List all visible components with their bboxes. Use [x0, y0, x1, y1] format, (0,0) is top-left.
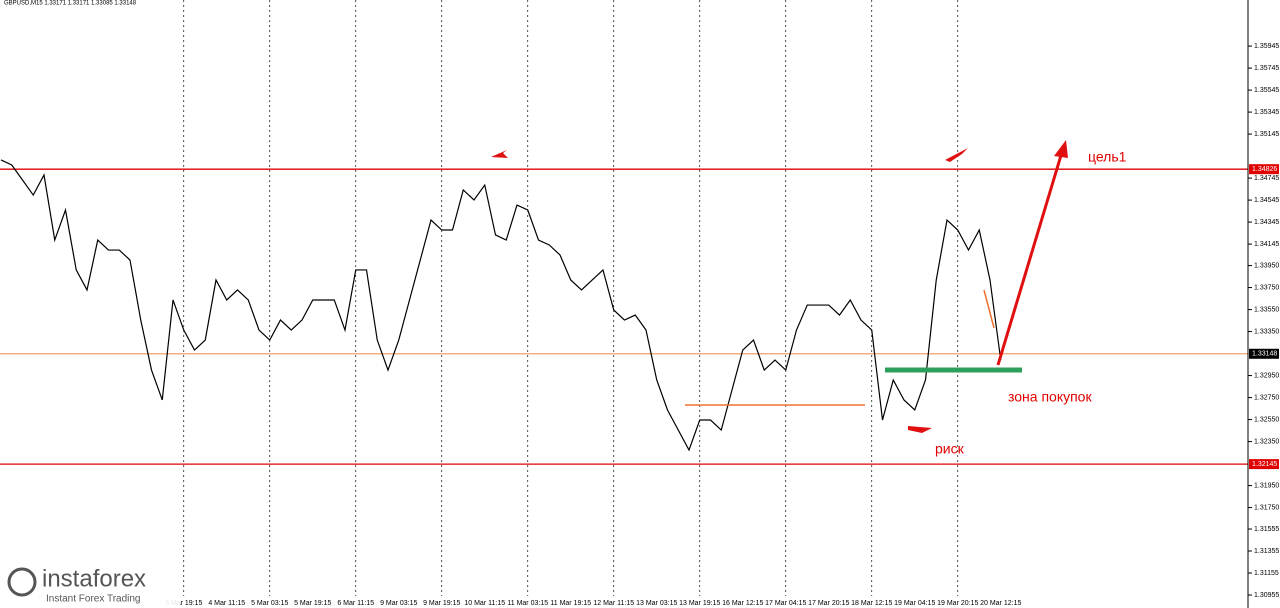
y-tick-label: 1.35545 [1254, 87, 1279, 94]
x-tick-label: 10 Mar 11:15 [464, 600, 505, 607]
chart-title: GBPUSD,M15 1.33171 1.33171 1.33085 1.331… [4, 1, 137, 7]
y-tick-label: 1.32350 [1254, 438, 1279, 445]
y-tick-label: 1.33950 [1254, 262, 1279, 269]
x-tick-label: 3 Mar 19:15 [165, 600, 202, 607]
x-tick-label: 5 Mar 03:15 [251, 600, 288, 607]
y-tick-label: 1.35745 [1254, 65, 1279, 72]
watermark-sub: Instant Forex Trading [46, 594, 141, 605]
x-tick-label: 18 Mar 12:15 [851, 600, 892, 607]
x-tick-label: 13 Mar 19:15 [679, 600, 720, 607]
x-tick-label: 20 Mar 12:15 [980, 600, 1021, 607]
y-tick-label: 1.33350 [1254, 328, 1279, 335]
y-tick-label: 1.35945 [1254, 43, 1279, 50]
x-tick-label: 17 Mar 04:15 [765, 600, 806, 607]
y-tick-label: 1.31155 [1254, 570, 1279, 577]
plot [0, 159, 1248, 465]
x-tick-label: 6 Mar 11:15 [337, 600, 374, 607]
price-label: 1.33148 [1252, 351, 1277, 358]
y-tick-label: 1.31750 [1254, 504, 1279, 511]
x-tick-label: 9 Mar 03:15 [380, 600, 417, 607]
marker-arrow [491, 150, 508, 158]
y-axis: 1.35945 1.35745 1.35545 1.35345 1.35145 1.347… [165, 0, 1279, 608]
price-label: 1.34826 [1252, 166, 1277, 173]
y-tick-label: 1.34345 [1254, 219, 1279, 226]
grid [183, 0, 959, 596]
y-tick-label: 1.32750 [1254, 394, 1279, 401]
x-tick-label: 12 Mar 11:15 [593, 600, 634, 607]
x-tick-label: 13 Mar 03:15 [636, 600, 677, 607]
price-label-bg [1249, 459, 1279, 470]
x-tick-label: 11 Mar 19:15 [550, 600, 591, 607]
price-label-bg [1249, 164, 1279, 175]
y-tick-label: 1.35145 [1254, 131, 1279, 138]
y-tick-label: 1.34545 [1254, 197, 1279, 204]
buy-zone-label: зона покупок [1008, 389, 1092, 405]
arrow-head [1054, 140, 1068, 158]
x-tick-label: 11 Mar 03:15 [507, 600, 548, 607]
small-line [983, 289, 995, 329]
watermark-logo [7, 567, 37, 597]
y-tick-label: 1.32550 [1254, 416, 1279, 423]
y-tick-label: 1.32950 [1254, 372, 1279, 379]
x-tick-label: 16 Mar 12:15 [722, 600, 763, 607]
target-arrow [996, 151, 1064, 366]
target-label: цель1 [1088, 149, 1127, 165]
price-label-bg [1249, 348, 1279, 359]
y-tick-label: 1.34745 [1254, 175, 1279, 182]
watermark: instaforex [42, 565, 146, 592]
y-tick-label: 1.31355 [1254, 548, 1279, 555]
risk-label: риск [935, 441, 965, 457]
x-tick-label: 17 Mar 20:15 [808, 600, 849, 607]
price-line [0, 159, 1002, 452]
x-tick-label: 19 Mar 04:15 [894, 600, 935, 607]
marker-arrow [908, 426, 932, 433]
y-tick-label: 1.30955 [1254, 592, 1279, 599]
x-tick-label: 9 Mar 19:15 [423, 600, 460, 607]
y-tick-label: 1.34145 [1254, 241, 1279, 248]
y-tick-label: 1.33750 [1254, 284, 1279, 291]
y-tick-label: 1.35345 [1254, 109, 1279, 116]
y-tick-label: 1.31950 [1254, 482, 1279, 489]
marker-arrow [945, 148, 968, 162]
y-tick-label: 1.33550 [1254, 306, 1279, 313]
x-tick-label: 5 Mar 19:15 [294, 600, 331, 607]
x-tick-label: 19 Mar 20:15 [937, 600, 978, 607]
price-label: 1.32145 [1252, 461, 1277, 468]
x-tick-label: 4 Mar 11:15 [208, 600, 245, 607]
y-tick-label: 1.31555 [1254, 526, 1279, 533]
